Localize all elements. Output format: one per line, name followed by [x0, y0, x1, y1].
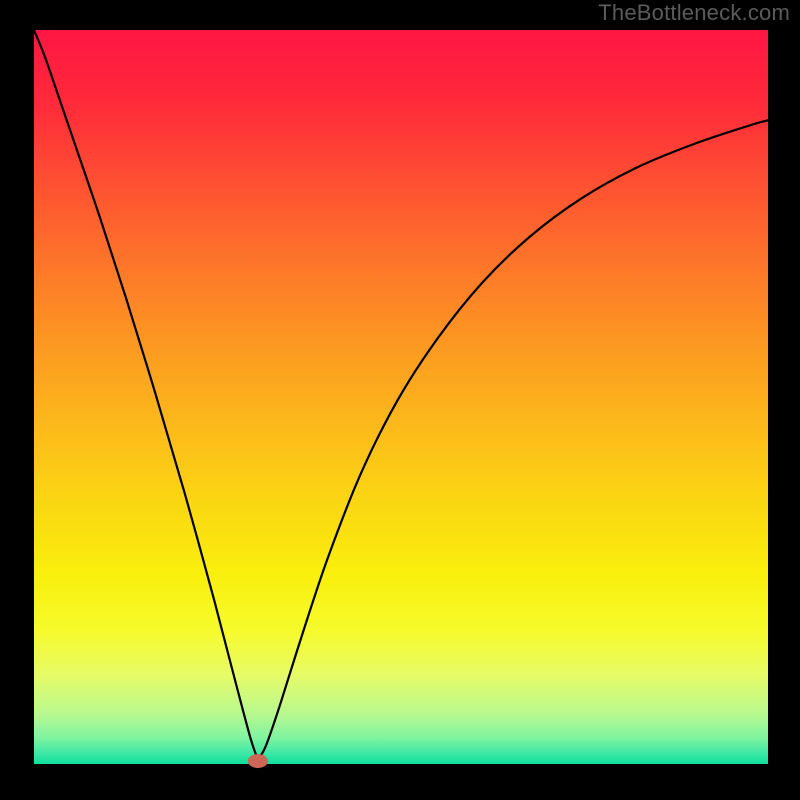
bottleneck-chart: [0, 0, 800, 800]
min-marker: [248, 754, 268, 768]
plot-area: [34, 30, 768, 764]
chart-container: TheBottleneck.com: [0, 0, 800, 800]
watermark-text: TheBottleneck.com: [598, 0, 790, 26]
